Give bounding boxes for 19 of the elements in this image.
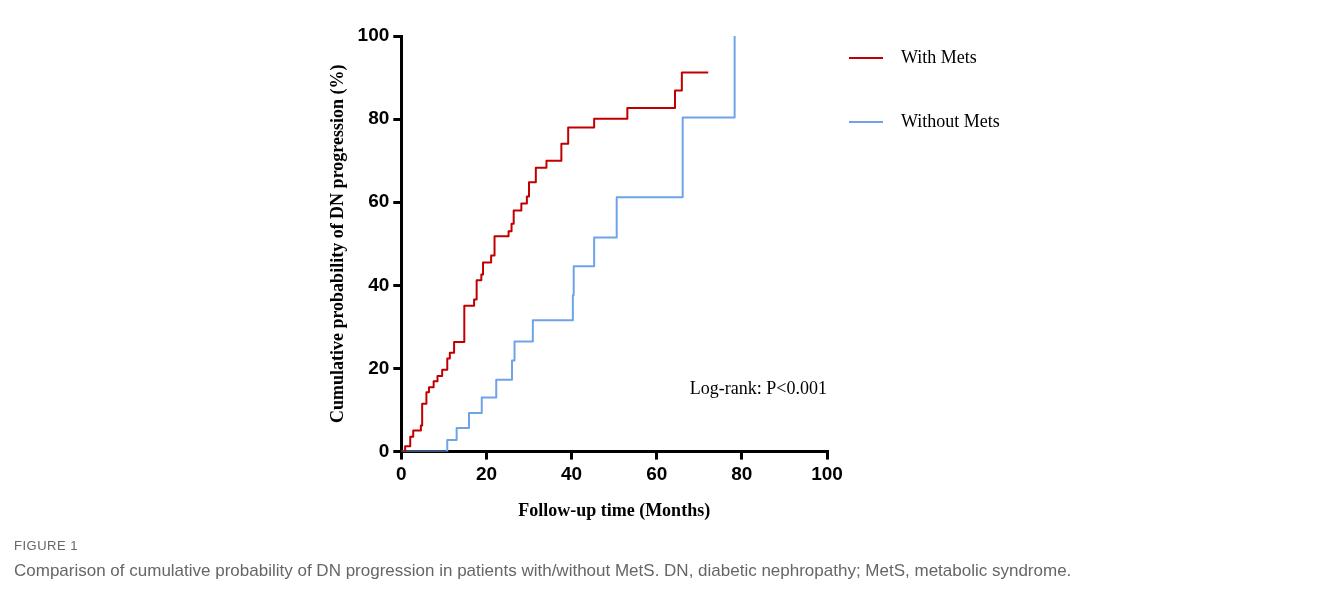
x-tick-label: 60 [646,463,668,485]
x-tick-label: 0 [396,463,407,485]
x-tick-label: 80 [731,463,753,485]
x-axis-title: Follow-up time (Months) [518,499,711,521]
caption: FIGURE 1 [14,538,78,553]
y-tick-label: 40 [368,273,390,295]
legend-label: With Mets [901,46,977,67]
y-tick-label: 60 [368,190,390,212]
y-tick-label: 0 [378,439,390,461]
y-tick-label: 20 [368,356,390,378]
x-tick-label: 40 [561,463,583,485]
legend-label: Without Mets [901,110,1000,131]
annotation: Log-rank: P<0.001 [689,377,827,398]
x-tick-label: 100 [811,463,843,485]
y-axis-title: Cumulative probability of DN progression (%) [327,64,349,424]
y-tick-label: 80 [368,107,390,129]
x-tick-label: 20 [475,463,498,485]
y-tick-label: 100 [357,24,390,46]
text: Comparison of cumulative probability of DN progression in patients with/without MetS. DN, diabetic nephropathy; MetS, metabolic syndrome. [14,561,1072,581]
